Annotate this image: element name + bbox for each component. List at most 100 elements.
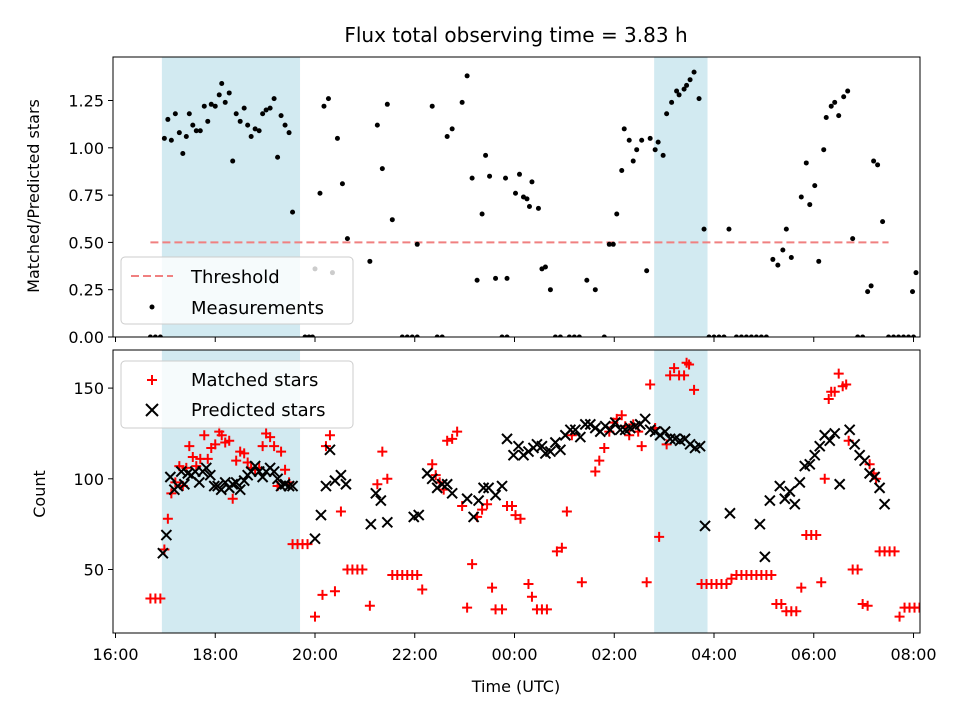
y-tick-label: 0.00 xyxy=(68,328,104,347)
predicted-point xyxy=(324,444,336,456)
matched-point xyxy=(482,499,493,510)
matched-point xyxy=(594,455,605,466)
predicted-point xyxy=(699,520,711,532)
matched-point xyxy=(624,430,635,441)
measurement-point xyxy=(216,92,222,98)
matched-point xyxy=(216,430,227,441)
legend-predicted-label: Predicted stars xyxy=(191,400,325,421)
matched-point xyxy=(417,584,428,595)
measurement-point xyxy=(845,88,851,94)
measurement-point xyxy=(743,334,749,337)
matched-point xyxy=(791,606,802,617)
measurement-point xyxy=(592,287,598,293)
measurement-point xyxy=(763,334,769,337)
measurement-point xyxy=(197,128,203,134)
measurement-point xyxy=(233,111,239,117)
measurement-point xyxy=(248,133,254,139)
predicted-point xyxy=(764,494,776,507)
measurement-point xyxy=(504,275,510,281)
matched-point xyxy=(280,464,291,475)
predicted-point xyxy=(724,507,736,519)
measurement-point xyxy=(449,126,455,132)
measurement-point xyxy=(726,226,732,232)
matched-point xyxy=(889,546,900,557)
measurement-point xyxy=(566,334,572,337)
measurement-point xyxy=(384,101,390,107)
shaded-interval-2 xyxy=(654,350,708,633)
matched-point xyxy=(377,446,388,457)
measurement-point xyxy=(542,264,548,270)
matched-point xyxy=(324,430,335,441)
predicted-point xyxy=(175,465,188,478)
x-tick-label: 20:00 xyxy=(292,645,338,664)
measurement-point xyxy=(868,283,874,289)
matched-point xyxy=(199,430,210,441)
measurement-point xyxy=(547,287,553,293)
measurement-point xyxy=(205,118,211,124)
predicted-point xyxy=(848,438,861,451)
predicted-point xyxy=(544,445,557,458)
measurement-point xyxy=(783,226,789,232)
predicted-point xyxy=(939,430,949,440)
measurement-point xyxy=(758,334,764,337)
predicted-point xyxy=(160,529,173,541)
measurement-point xyxy=(865,289,871,295)
predicted-point xyxy=(754,518,766,530)
y-tick-label: 0.75 xyxy=(68,186,104,205)
matched-point xyxy=(239,448,250,459)
x-tick-label: 16:00 xyxy=(92,645,138,664)
x-tick-label: 22:00 xyxy=(392,645,438,664)
predicted-point xyxy=(340,478,352,490)
measurement-point xyxy=(404,334,410,337)
measurement-point xyxy=(875,162,881,168)
axes-frame xyxy=(112,349,921,634)
measurement-point xyxy=(753,334,759,337)
predicted-point xyxy=(315,509,327,521)
predicted-point xyxy=(268,465,280,478)
measurement-point xyxy=(267,105,273,111)
predicted-point xyxy=(604,424,616,436)
measurement-point xyxy=(186,111,192,117)
predicted-point xyxy=(579,418,592,431)
matched-point xyxy=(257,441,268,452)
matched-point xyxy=(679,370,690,381)
matched-point xyxy=(645,379,656,390)
measurement-point xyxy=(286,130,292,136)
measurement-point xyxy=(626,137,632,143)
measurement-point xyxy=(237,118,243,124)
predicted-point xyxy=(441,478,453,490)
matched-point xyxy=(833,368,844,379)
measurement-point xyxy=(483,152,489,158)
measurement-point xyxy=(374,122,380,128)
measurement-point xyxy=(841,94,847,100)
axes-frame xyxy=(112,56,921,338)
predicted-point xyxy=(569,424,582,436)
measurement-point xyxy=(180,150,186,156)
measurement-point xyxy=(474,277,480,283)
predicted-point xyxy=(554,444,567,456)
measurement-point xyxy=(684,82,690,88)
matched-point xyxy=(452,426,463,437)
matched-point xyxy=(497,604,508,615)
measurement-point xyxy=(770,256,776,262)
measurement-point xyxy=(748,334,754,337)
measurement-point xyxy=(696,96,702,102)
measurement-point xyxy=(691,69,697,75)
predicted-point xyxy=(536,440,548,452)
measurement-point xyxy=(212,103,218,109)
measurement-point xyxy=(504,334,510,337)
legend-matched-label: Matched stars xyxy=(191,370,318,391)
y-tick-label: 1.00 xyxy=(68,139,104,158)
predicted-point xyxy=(446,487,458,500)
measurement-point xyxy=(652,147,658,153)
x-tick-label: 08:00 xyxy=(890,645,936,664)
predicted-point xyxy=(858,454,871,467)
matched-point xyxy=(934,603,944,613)
matched-point xyxy=(541,604,552,615)
predicted-point xyxy=(694,440,706,452)
matched-point xyxy=(372,479,383,490)
matched-point xyxy=(202,453,213,464)
measurement-point xyxy=(855,334,861,337)
measurement-point xyxy=(816,258,822,264)
matched-point xyxy=(684,359,695,370)
